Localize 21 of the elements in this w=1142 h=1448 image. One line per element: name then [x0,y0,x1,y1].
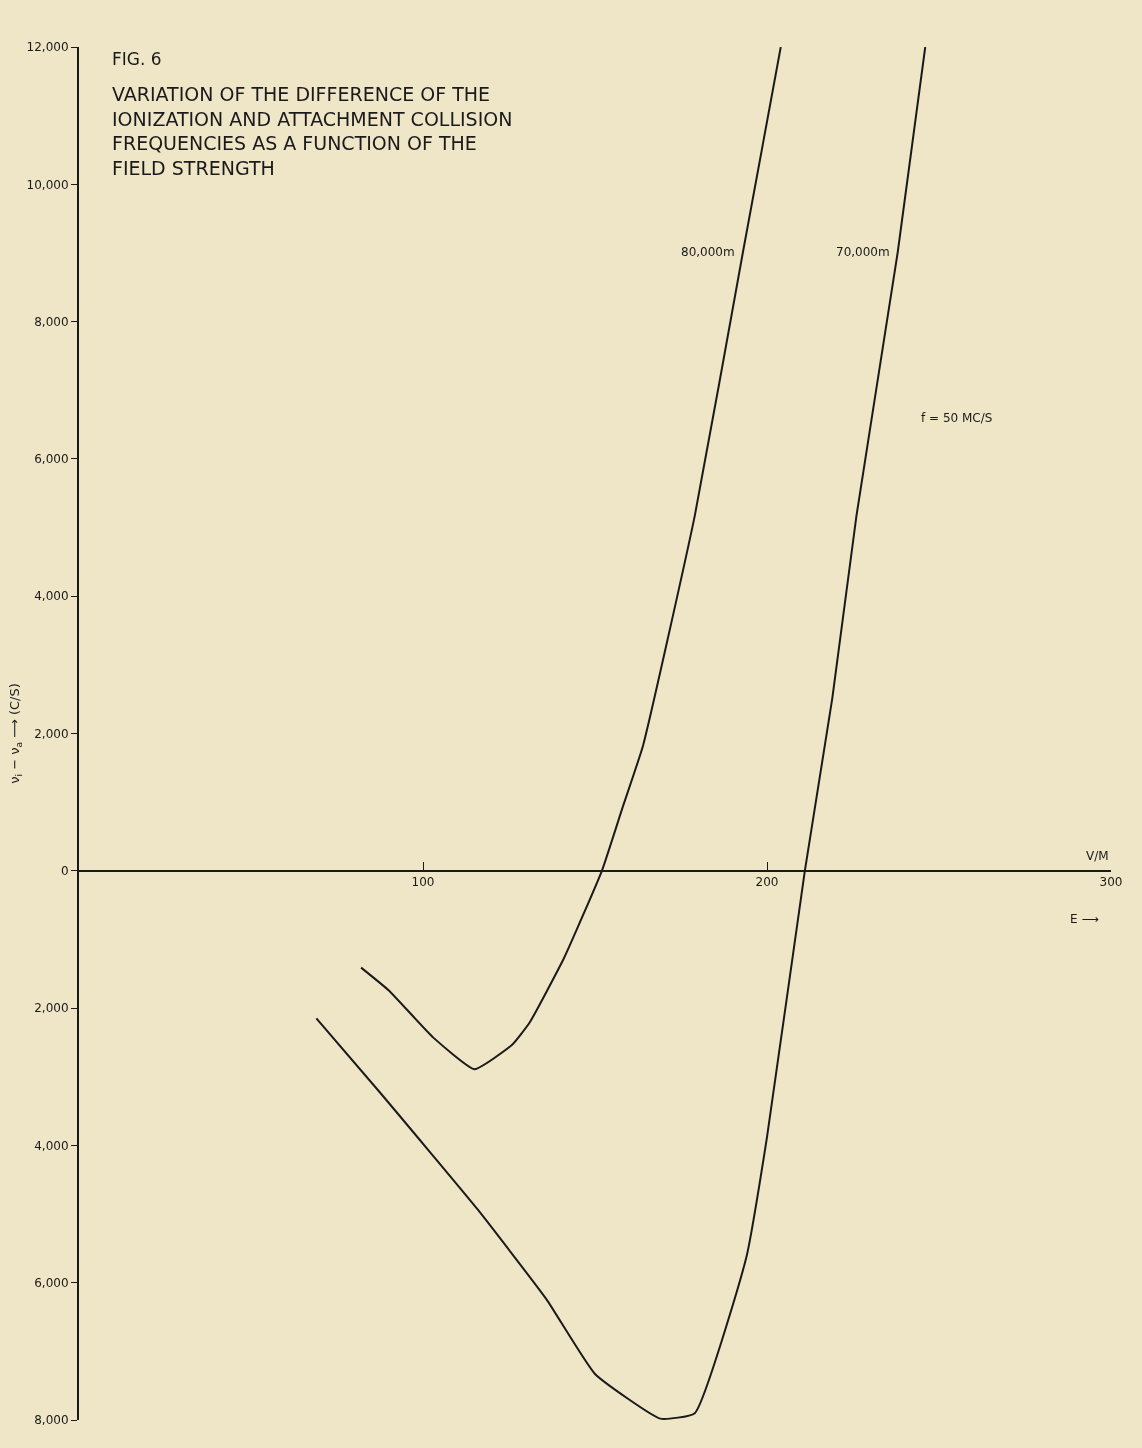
y-tick-label: 12,000 [26,40,69,55]
y-tick-label: 6,000 [34,452,69,467]
y-tick-label: 2,000 [34,1001,69,1016]
series-label: 80,000m [681,245,735,259]
x-tick-label: 200 [755,875,779,890]
annotation: f = 50 MC/S [921,411,993,425]
x-axis-title: V/M [1086,849,1109,863]
y-tick-label: 4,000 [34,1138,69,1153]
y-tick-label: 8,000 [34,1413,69,1428]
series-label: 70,000m [836,245,890,259]
y-tick-label: 10,000 [26,177,69,192]
y-tick-label: 8,000 [34,314,69,329]
x-tick-label: 100 [411,875,435,890]
y-tick-label: 4,000 [34,589,69,604]
y-tick-label: 6,000 [34,1275,69,1290]
chart-title: FIG. 6 [112,49,162,69]
y-tick-label: 2,000 [34,726,69,741]
x-tick-label: 300 [1099,875,1123,890]
y-tick-label: 0 [60,864,69,878]
text: VARIATION OF THE DIFFERENCE OF THE IONIZATION AND ATTACHMENT COLLISION FREQUENCIES AS A FUNCTION OF THE FIELD STRENGTH [112,83,513,180]
annotation: E ⟶ [1070,912,1099,926]
